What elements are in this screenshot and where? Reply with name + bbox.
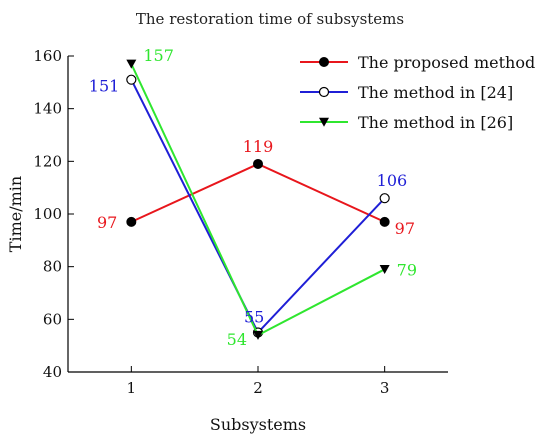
legend-label: The method in [24] (358, 83, 513, 102)
x-tick-label: 3 (380, 379, 390, 397)
data-label: 54 (227, 330, 247, 349)
y-tick-label: 100 (33, 205, 62, 223)
legend: The proposed method The method in [24] The… (300, 53, 535, 132)
data-label: 106 (377, 171, 408, 190)
data-label: 151 (89, 77, 120, 96)
legend-label: The method in [26] (358, 113, 513, 132)
data-point (126, 59, 137, 69)
data-label: 97 (395, 219, 415, 238)
series-line (130, 63, 386, 337)
legend-marker (319, 117, 329, 127)
y-tick-label: 60 (43, 310, 62, 328)
data-point (253, 158, 263, 169)
y-tick-label: 140 (33, 100, 62, 118)
x-tick-label: 2 (253, 379, 263, 397)
y-tick-label: 40 (43, 363, 62, 381)
x-ticks: 1 2 3 (127, 366, 390, 397)
data-label: 79 (397, 260, 417, 279)
data-point (379, 216, 390, 227)
data-label: 157 (143, 46, 174, 65)
series-layer (126, 59, 390, 340)
chart-title: The restoration time of subsystems (136, 10, 404, 28)
legend-marker (318, 86, 330, 98)
series-line (130, 162, 386, 223)
data-point (126, 216, 137, 227)
data-label: 55 (244, 308, 264, 327)
data-labels: 97 119 97 151 55 106 157 54 79 (89, 46, 417, 349)
y-tick-label: 160 (33, 47, 62, 65)
data-point (126, 74, 137, 85)
x-axis-label: Subsystems (210, 415, 306, 434)
legend-marker (319, 57, 329, 67)
y-tick-label: 80 (43, 258, 62, 276)
series-line (130, 79, 386, 335)
data-point (253, 330, 263, 340)
y-ticks: 40 60 80 100 120 140 160 (33, 47, 74, 381)
data-point (379, 193, 390, 204)
data-label: 119 (243, 137, 274, 156)
data-label: 97 (97, 213, 117, 232)
data-point (379, 265, 390, 275)
legend-label: The proposed method (358, 53, 535, 72)
x-tick-label: 1 (127, 379, 137, 397)
y-axis-label: Time/min (6, 176, 25, 252)
y-tick-label: 120 (33, 152, 62, 170)
